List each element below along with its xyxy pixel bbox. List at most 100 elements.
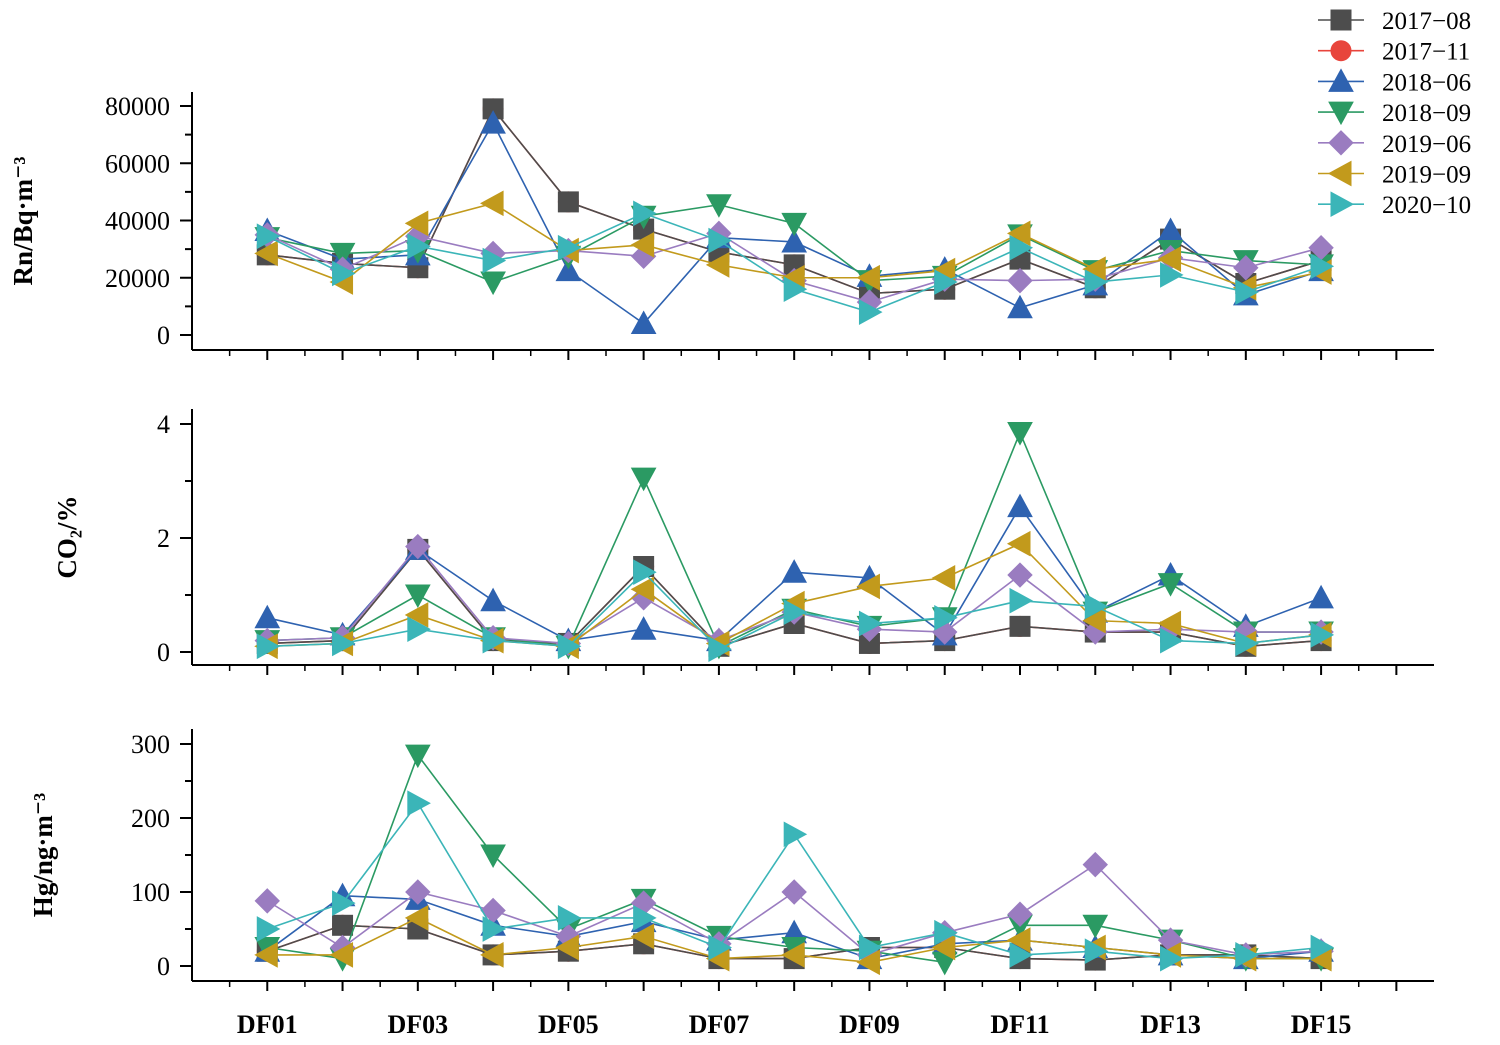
- data-point-2020-10-DF15: [1310, 622, 1335, 648]
- data-point-2020-10-DF13: [1160, 262, 1184, 288]
- data-point-2020-10-DF09: [858, 610, 883, 637]
- legend-item-2018-09: 2018−09: [1318, 100, 1471, 127]
- legend-label: 2019−06: [1382, 131, 1471, 158]
- data-point-2020-10-DF02: [332, 630, 356, 657]
- data-point-2019-06-DF11: [1007, 267, 1033, 294]
- legend-label: 2017−08: [1382, 8, 1471, 35]
- data-point-2019-06-DF12: [1082, 851, 1108, 878]
- data-point-2019-06-DF01: [254, 888, 280, 914]
- data-point-2020-10-DF04: [482, 916, 507, 942]
- data-point-2020-10-DF05: [557, 905, 582, 931]
- y-tick-label: 40000: [105, 207, 170, 236]
- legend-marker-2017-11: [1330, 40, 1352, 62]
- x-tick-label: DF07: [689, 1010, 750, 1039]
- data-point-2020-10-DF05: [557, 234, 582, 261]
- data-point-2018-06-DF15: [1308, 584, 1334, 609]
- data-point-2020-10-DF03: [407, 233, 431, 260]
- data-point-2019-09-DF06: [630, 923, 655, 950]
- data-point-2020-10-DF02: [332, 260, 356, 287]
- data-point-2018-06-DF04: [480, 587, 506, 612]
- data-point-2019-09-DF09: [856, 264, 880, 291]
- y-tick-label: 300: [131, 730, 170, 759]
- series-2020-10: [256, 790, 1335, 972]
- legend-item-2019-09: 2019−09: [1318, 160, 1471, 189]
- data-point-2020-10-DF06: [633, 559, 657, 586]
- legend-label: 2018−09: [1382, 100, 1471, 127]
- y-axis-title: CO₂/%: [52, 495, 82, 578]
- legend-item-2020-10: 2020−10: [1318, 191, 1471, 219]
- data-point-2020-10-DF07: [708, 227, 732, 254]
- legend-item-2018-06: 2018−06: [1318, 68, 1471, 96]
- legend-item-2017-11: 2017−11: [1318, 39, 1470, 66]
- data-point-2019-06-DF11: [1007, 562, 1033, 588]
- legend-item-2017-08: 2017−08: [1318, 8, 1471, 35]
- data-point-2020-10-DF03: [407, 790, 431, 817]
- data-point-2018-06-DF08: [781, 228, 808, 253]
- data-point-2020-10-DF14: [1235, 942, 1259, 968]
- data-point-2018-06-DF01: [254, 604, 281, 629]
- data-point-2019-09-DF03: [404, 905, 429, 931]
- legend: 2017−08 2017−11 2018−06 2018−09 2019−06 2019−…: [1318, 8, 1471, 219]
- y-tick-label: 0: [157, 638, 170, 667]
- data-point-2020-10-DF09: [858, 299, 883, 325]
- y-tick-label: 0: [157, 952, 170, 981]
- data-point-2020-10-DF07: [708, 934, 732, 961]
- data-point-2019-09-DF13: [1157, 610, 1182, 637]
- x-tick-label: DF03: [387, 1010, 448, 1039]
- data-point-2020-10-DF15: [1310, 934, 1335, 961]
- data-point-2020-10-DF09: [858, 934, 883, 961]
- data-point-2017-08-DF02: [332, 914, 354, 936]
- data-point-2019-09-DF02: [329, 942, 354, 968]
- legend-marker-2018-09: [1328, 101, 1354, 126]
- y-tick-label: 4: [157, 410, 170, 439]
- panel-top: 0 20000 40000 60000 80000 Rn/Bq·m⁻³: [8, 92, 1434, 360]
- legend-marker-2019-09: [1327, 160, 1352, 187]
- data-point-2019-09-DF01: [254, 240, 278, 267]
- x-tick-label: DF13: [1140, 1010, 1201, 1039]
- data-point-2020-10-DF01: [256, 633, 281, 660]
- data-point-2019-09-DF13: [1157, 246, 1182, 272]
- data-point-2019-09-DF06: [630, 231, 655, 258]
- data-point-2019-06-DF14: [1233, 255, 1259, 281]
- data-point-2017-08-DF11: [1009, 615, 1031, 637]
- data-point-2018-09-DF04: [480, 844, 506, 869]
- data-point-2020-10-DF12: [1084, 938, 1109, 965]
- chart-panels: 0 20000 40000 60000 80000 Rn/Bq·m⁻³ 0 2 4 CO₂/% 0 1…: [8, 92, 1434, 1039]
- data-point-2020-10-DF13: [1160, 945, 1184, 972]
- data-point-2019-09-DF09: [856, 573, 880, 600]
- data-point-2018-09-DF13: [1157, 573, 1184, 597]
- data-point-2020-10-DF11: [1009, 942, 1034, 968]
- data-point-2019-09-DF10: [931, 565, 956, 591]
- data-point-2018-09-DF08: [781, 212, 808, 237]
- legend-item-2019-06: 2019−06: [1318, 130, 1471, 158]
- data-point-2019-09-DF03: [404, 602, 429, 628]
- data-point-2020-10-DF05: [557, 633, 582, 660]
- data-point-2019-09-DF06: [630, 576, 655, 603]
- data-point-2020-10-DF10: [934, 269, 958, 295]
- data-point-2019-09-DF05: [555, 934, 579, 961]
- data-point-2020-10-DF14: [1235, 630, 1259, 657]
- data-point-2018-09-DF07: [706, 194, 732, 218]
- data-point-2019-09-DF11: [1006, 530, 1031, 557]
- x-tick-label: DF15: [1291, 1010, 1352, 1039]
- data-point-2018-06-DF11: [1007, 493, 1033, 518]
- panel-bottom: 0 100 200 300 Hg/ng·m⁻³ DF01 DF03 DF05 DF07 DF09 D…: [28, 729, 1434, 1039]
- data-point-2018-06-DF04: [480, 110, 506, 134]
- legend-marker-2019-06: [1328, 130, 1354, 156]
- series-2020-10: [256, 559, 1335, 662]
- data-point-2018-06-DF06: [630, 310, 657, 335]
- data-point-2020-10-DF10: [934, 919, 958, 946]
- legend-label: 2018−06: [1382, 69, 1471, 96]
- data-point-2020-10-DF06: [633, 200, 657, 227]
- data-point-2020-10-DF10: [934, 604, 958, 631]
- y-tick-label: 0: [157, 321, 170, 350]
- data-point-2020-10-DF02: [332, 890, 356, 916]
- data-point-2018-09-DF02: [329, 242, 356, 267]
- y-tick-label: 200: [131, 804, 170, 833]
- data-point-2020-10-DF08: [783, 599, 808, 625]
- panel-middle: 0 2 4 CO₂/%: [52, 409, 1434, 675]
- data-point-2019-06-DF03: [405, 533, 431, 560]
- data-point-2019-09-DF04: [480, 942, 504, 968]
- data-point-2019-09-DF01: [254, 942, 278, 968]
